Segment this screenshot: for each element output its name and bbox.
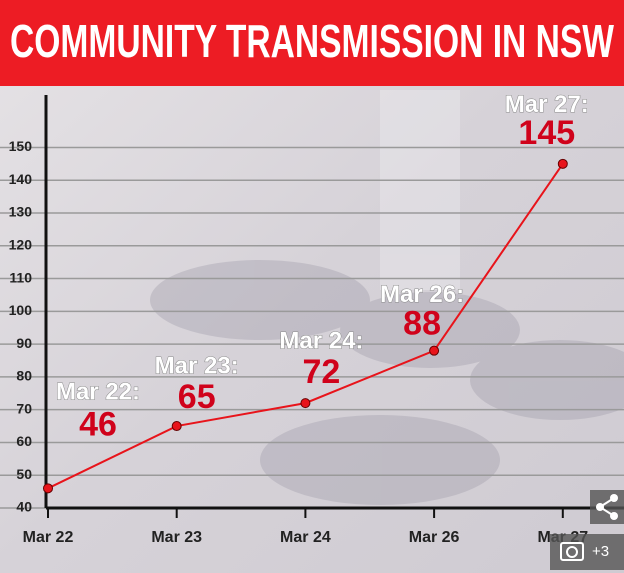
data-label: 88 (403, 305, 441, 343)
gallery-button[interactable]: +3 (550, 534, 624, 570)
x-tick-label: Mar 22 (23, 529, 74, 546)
y-tick-label: 50 (16, 466, 32, 482)
data-point (43, 483, 53, 494)
data-point (171, 421, 182, 432)
y-tick-label: 140 (9, 171, 33, 187)
x-tick-label: Mar 23 (151, 529, 202, 546)
x-tick-label: Mar 24 (280, 529, 331, 546)
y-tick-label: 100 (9, 302, 33, 318)
y-tick-label: 60 (16, 433, 32, 449)
data-point (300, 398, 311, 409)
data-point (557, 158, 568, 169)
share-icon[interactable] (590, 490, 624, 524)
chart-title: COMMUNITY TRANSMISSION IN NSW (10, 15, 614, 67)
y-tick-label: 150 (9, 138, 33, 154)
data-point (429, 345, 440, 356)
y-tick-label: 90 (16, 335, 32, 351)
point-annotation: Mar 24: (279, 327, 363, 354)
photo-count: +3 (592, 543, 609, 560)
data-label: 145 (518, 114, 575, 152)
point-annotation: Mar 26: (380, 281, 464, 308)
title-banner (0, 0, 624, 86)
y-tick-label: 130 (9, 204, 33, 220)
y-tick-label: 110 (9, 269, 32, 285)
y-tick-label: 120 (9, 236, 33, 252)
y-tick-label: 70 (16, 400, 32, 416)
point-annotation: Mar 22: (56, 379, 140, 406)
y-tick-label: 40 (16, 499, 32, 515)
y-tick-label: 80 (16, 368, 32, 384)
point-annotation: Mar 23: (155, 352, 239, 379)
data-label: 72 (302, 353, 340, 391)
data-label: 46 (79, 405, 117, 443)
data-label: 65 (178, 378, 216, 416)
x-tick-label: Mar 26 (409, 529, 460, 546)
point-annotation: Mar 27: (505, 91, 589, 118)
